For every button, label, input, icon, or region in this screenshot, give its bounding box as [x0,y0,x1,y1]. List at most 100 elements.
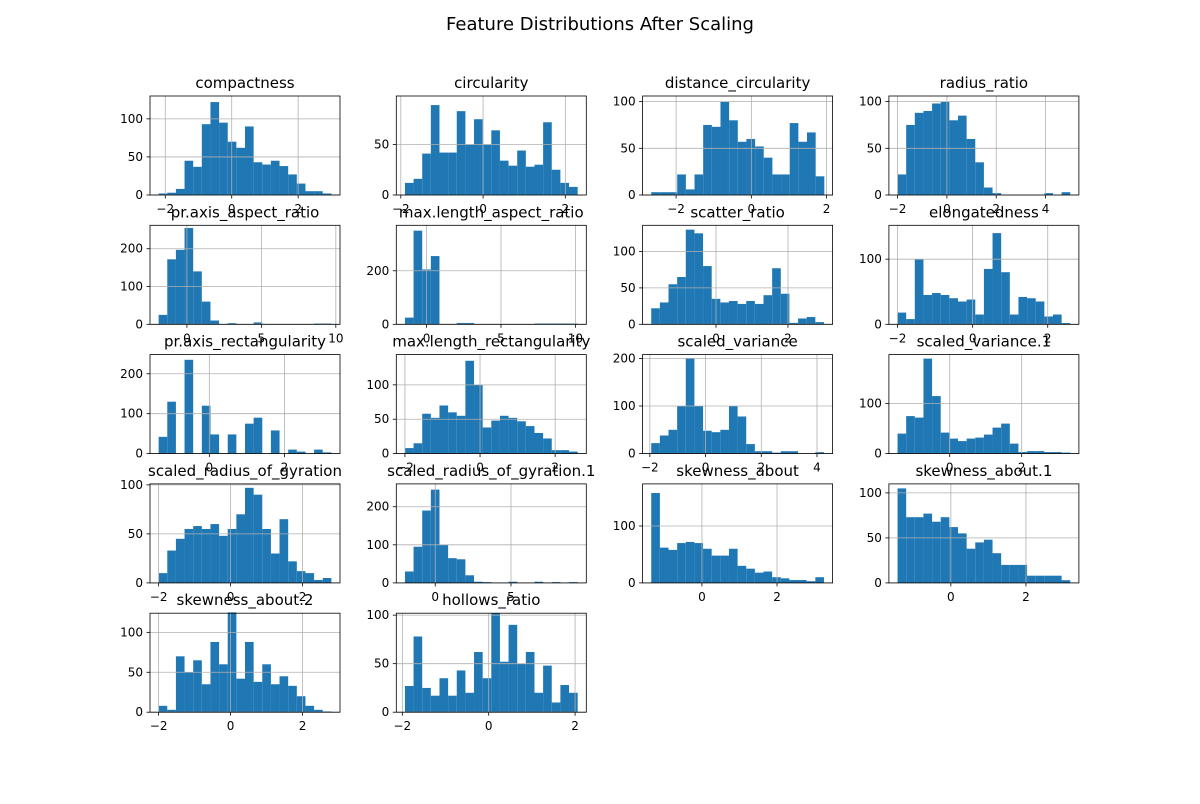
bar [560,685,570,713]
bar [651,308,660,325]
bar [448,152,457,195]
bar [651,192,660,195]
bar [780,578,790,583]
bar [569,451,578,454]
y-tick-label: 0 [135,447,143,461]
axes-frame [888,483,1080,584]
bar [413,546,423,583]
axes-frame [642,224,833,325]
bar [158,705,168,713]
bar [923,110,933,195]
bar [966,438,976,454]
bar [227,323,237,325]
bar [236,514,245,583]
bar [677,406,686,454]
x-tick-label: 0 [183,331,191,345]
subplot-title: distance_circularity [665,74,811,93]
bar [694,233,704,325]
bar [560,182,570,195]
bar [253,494,263,583]
bar [551,323,561,325]
bar [940,517,950,583]
bar [193,166,202,195]
bar [737,141,747,195]
bar [543,665,552,713]
y-tick-label: 50 [620,141,635,155]
x-tick-label: 0 [698,590,706,604]
y-tick-label: 200 [120,242,143,256]
bar [659,192,669,195]
bar [1018,564,1028,583]
y-tick-label: 50 [374,412,389,426]
subplot-title: scatter_ratio [690,203,785,222]
bar [897,312,907,325]
x-tick-label: −2 [396,461,414,475]
bar [1052,452,1062,454]
bar [456,322,466,325]
y-tick-label: 0 [874,576,882,590]
bar [482,678,492,713]
bar [763,295,773,325]
bar [1027,298,1036,325]
bar [659,302,669,325]
bar [439,544,449,583]
bar [158,193,168,195]
bar [201,301,211,325]
bar [465,360,475,454]
bar [430,417,440,454]
bar [474,581,483,583]
bar [983,539,993,583]
bar [815,322,824,325]
y-tick-label: 50 [867,531,882,545]
bar [651,493,660,583]
bar [551,450,561,454]
bar [322,193,332,195]
x-tick-label: 2 [571,719,579,733]
bar [932,396,941,454]
subplot: elongatedness −2 0 2 0 100 [859,203,1080,345]
bar [413,636,423,713]
bar [167,259,176,325]
bar [668,429,678,454]
bar [184,528,194,583]
bar [210,434,220,454]
bar [1018,296,1028,325]
bar [992,233,1002,325]
bar [923,513,933,583]
bar [236,678,245,713]
bar [305,191,315,195]
bar [314,449,323,454]
bar [906,124,915,195]
bar [491,613,500,713]
bar [1009,564,1019,583]
bar [534,164,544,195]
bar [949,438,958,454]
bar [677,174,686,195]
bar [781,174,790,195]
bar [685,229,695,325]
bar [534,581,544,583]
bar [1035,301,1045,325]
bar [219,122,228,195]
bar [897,488,907,583]
bar [746,138,756,195]
x-tick-label: −2 [392,202,410,216]
bar [897,174,907,195]
y-tick-label: 0 [135,576,143,590]
bar [966,548,976,583]
y-tick-label: 50 [374,137,389,151]
bar [1061,580,1071,583]
bar [949,120,958,195]
x-tick-label: 0 [748,202,756,216]
bar [210,641,220,713]
bar [465,322,475,325]
x-tick-label: 0 [947,590,955,604]
bar [754,572,764,583]
y-tick-label: 200 [366,500,389,514]
bar [763,451,773,454]
bar [404,448,414,454]
bar [798,580,807,583]
